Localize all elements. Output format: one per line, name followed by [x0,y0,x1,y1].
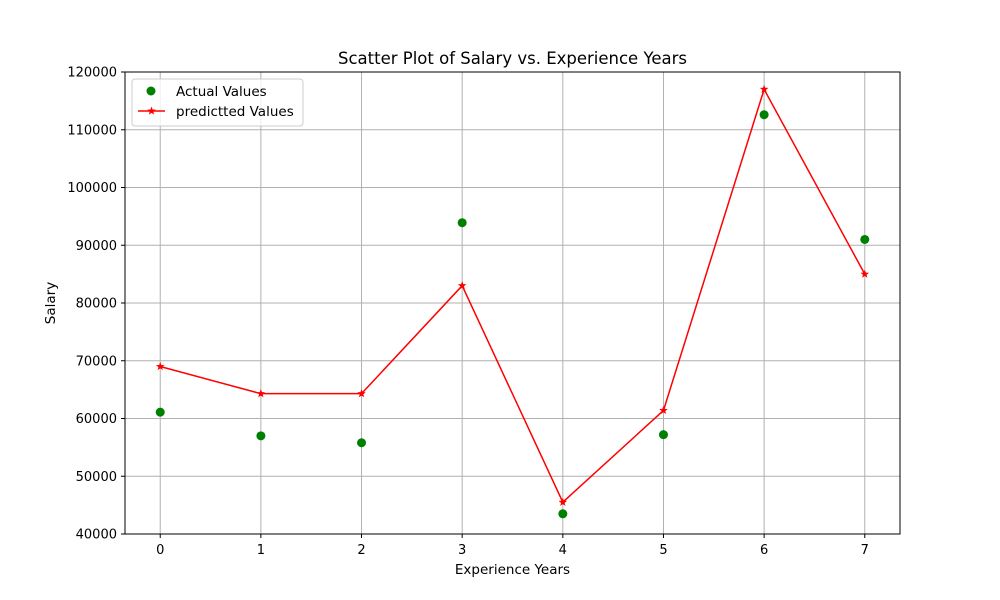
legend: Actual Values predictted Values [131,78,304,127]
x-tick-label: 0 [156,543,164,558]
x-tick-label: 7 [861,543,869,558]
y-tick-label: 80000 [76,297,117,312]
y-tick-label: 100000 [67,181,117,196]
y-tick-label: 120000 [67,66,117,81]
predicted-point [558,497,568,506]
legend-label-actual: Actual Values [176,84,267,100]
y-tick-label: 40000 [76,528,117,543]
y-tick-label: 50000 [76,470,117,485]
predicted-point [759,84,769,93]
predicted-point [256,389,266,398]
predicted-point [860,269,870,278]
axis-ticks: 0 1 2 3 4 5 6 7 40000 50000 60000 70000 80000 90000 10… [67,66,869,559]
x-tick-label: 5 [659,543,667,558]
y-axis-label: Salary [43,282,59,324]
actual-point [256,431,266,441]
predicted-line [160,88,866,503]
y-tick-label: 90000 [76,239,117,254]
actual-point [658,430,668,440]
predicted-point [155,362,165,371]
y-tick-label: 110000 [67,123,117,138]
legend-label-predicted: predictted Values [176,104,294,120]
legend-box [131,78,304,127]
actual-point [558,509,568,519]
chart-title: Scatter Plot of Salary vs. Experience Ye… [338,49,687,68]
actual-point [759,110,769,120]
x-tick-label: 3 [458,543,466,558]
x-tick-label: 2 [357,543,365,558]
legend-marker-predicted [147,106,156,115]
actual-point [357,438,367,448]
x-tick-label: 6 [760,543,768,558]
y-tick-label: 70000 [76,354,117,369]
grid [125,71,900,535]
x-tick-label: 1 [257,543,265,558]
x-axis-label: Experience Years [455,562,570,578]
legend-marker-actual [146,86,156,96]
actual-point [457,218,467,228]
predicted-point [659,405,668,415]
predicted-point [357,389,366,398]
actual-point [155,407,165,417]
x-tick-label: 4 [559,543,567,558]
actual-point [860,234,870,244]
predicted-point [457,281,467,290]
y-tick-label: 60000 [76,412,117,427]
plot-series [155,84,870,519]
